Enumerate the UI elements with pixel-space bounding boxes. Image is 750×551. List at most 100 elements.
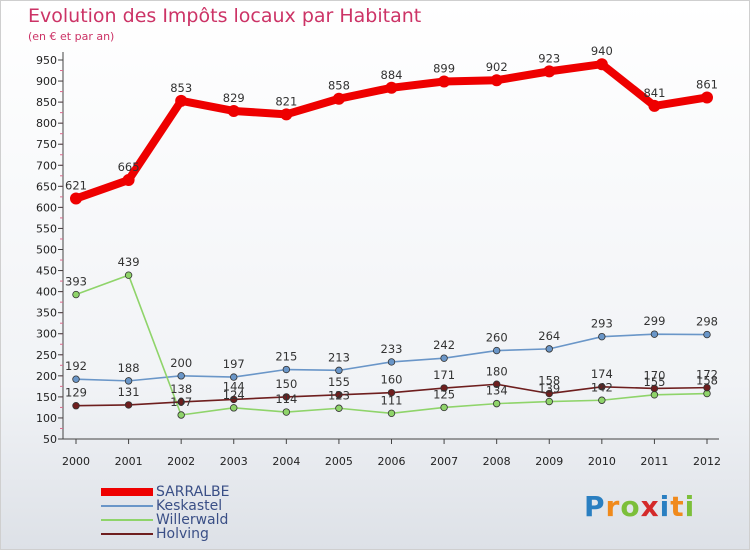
y-tick-label: 700 bbox=[36, 159, 57, 172]
legend-label-holving: Holving bbox=[156, 526, 209, 542]
legend-item-holving: Holving bbox=[101, 526, 321, 542]
data-point bbox=[595, 58, 608, 71]
y-tick-label: 400 bbox=[36, 286, 57, 299]
data-label: 393 bbox=[65, 275, 87, 289]
data-point bbox=[70, 192, 82, 205]
x-tick-label: 2001 bbox=[115, 455, 143, 468]
data-point bbox=[440, 354, 448, 362]
y-tick-label: 100 bbox=[36, 412, 57, 425]
data-point bbox=[648, 99, 661, 112]
data-label: 107 bbox=[170, 395, 192, 409]
data-label: 902 bbox=[486, 60, 508, 74]
data-label: 174 bbox=[591, 367, 613, 381]
data-point bbox=[387, 358, 396, 366]
data-label: 188 bbox=[118, 361, 140, 375]
data-label: 242 bbox=[433, 338, 455, 352]
x-tick-label: 2009 bbox=[535, 455, 563, 468]
y-tick-label: 950 bbox=[36, 54, 57, 67]
data-point bbox=[598, 332, 606, 341]
data-point bbox=[385, 81, 398, 94]
data-point bbox=[387, 388, 396, 397]
data-point bbox=[598, 396, 606, 404]
y-tick-label: 550 bbox=[36, 222, 57, 235]
proxiti-logo: Proxiti bbox=[584, 490, 695, 523]
x-tick-label: 2002 bbox=[167, 455, 195, 468]
data-point bbox=[545, 345, 553, 353]
data-point bbox=[335, 366, 343, 375]
data-label: 665 bbox=[118, 160, 140, 174]
data-point bbox=[124, 271, 133, 279]
data-label: 142 bbox=[591, 380, 613, 394]
y-tick-label: 450 bbox=[36, 265, 57, 278]
logo-letter: t bbox=[670, 490, 685, 523]
x-tick-label: 2011 bbox=[640, 455, 668, 468]
data-label: 299 bbox=[643, 314, 665, 328]
data-label: 139 bbox=[538, 382, 560, 396]
data-label: 134 bbox=[486, 384, 508, 398]
logo-letter: i bbox=[684, 490, 696, 523]
data-point bbox=[227, 104, 240, 117]
data-label: 144 bbox=[223, 379, 245, 393]
data-label: 821 bbox=[275, 94, 297, 108]
data-point bbox=[650, 330, 659, 338]
data-point bbox=[701, 91, 713, 104]
x-tick-label: 2010 bbox=[588, 455, 616, 468]
data-point bbox=[177, 411, 185, 419]
data-label: 861 bbox=[696, 77, 718, 91]
legend-item-willerwald: Willerwald bbox=[101, 512, 321, 528]
y-tick-label: 600 bbox=[36, 201, 57, 214]
data-label: 155 bbox=[643, 375, 665, 389]
data-label: 215 bbox=[275, 350, 297, 364]
data-label: 124 bbox=[223, 388, 245, 402]
y-tick-label: 150 bbox=[36, 391, 57, 404]
y-tick-label: 650 bbox=[36, 180, 57, 193]
data-point bbox=[545, 389, 553, 398]
y-tick-label: 250 bbox=[36, 349, 57, 362]
chart-subtitle: (en € et par an) bbox=[28, 30, 115, 43]
data-label: 114 bbox=[275, 392, 297, 406]
data-point bbox=[492, 399, 501, 408]
data-point bbox=[598, 383, 606, 391]
data-point bbox=[175, 94, 188, 107]
data-label: 260 bbox=[486, 331, 508, 345]
data-point bbox=[177, 372, 185, 380]
logo-letter: P bbox=[584, 490, 606, 523]
data-label: 853 bbox=[170, 81, 192, 95]
data-label: 884 bbox=[381, 68, 403, 82]
legend-swatch-keskastel bbox=[101, 505, 153, 507]
data-point bbox=[492, 346, 501, 355]
data-point bbox=[230, 373, 238, 381]
data-label: 940 bbox=[591, 44, 613, 58]
data-label: 138 bbox=[170, 382, 192, 396]
y-tick-label: 850 bbox=[36, 96, 57, 109]
data-point bbox=[703, 330, 711, 339]
logo-letter: o bbox=[620, 490, 641, 523]
data-label: 129 bbox=[65, 386, 87, 400]
x-tick-label: 2012 bbox=[693, 455, 721, 468]
data-point bbox=[703, 383, 711, 392]
data-label: 172 bbox=[696, 368, 718, 382]
legend-label-willerwald: Willerwald bbox=[156, 512, 229, 528]
logo-letter: x bbox=[640, 490, 660, 523]
data-point bbox=[124, 401, 133, 409]
data-point bbox=[543, 65, 556, 78]
data-label: 125 bbox=[433, 387, 455, 401]
data-point bbox=[650, 384, 659, 393]
data-label: 923 bbox=[538, 51, 560, 65]
data-label: 111 bbox=[381, 393, 403, 407]
data-point bbox=[230, 404, 238, 412]
legend-item-keskastel: Keskastel bbox=[101, 498, 321, 514]
data-label: 298 bbox=[696, 315, 718, 329]
data-point bbox=[124, 377, 133, 385]
data-point bbox=[335, 391, 343, 399]
data-label: 192 bbox=[65, 359, 87, 373]
data-label: 899 bbox=[433, 61, 455, 75]
x-tick-label: 2003 bbox=[220, 455, 248, 468]
data-point bbox=[492, 380, 501, 388]
legend-label-sarralbe: SARRALBE bbox=[156, 484, 230, 500]
y-tick-label: 800 bbox=[36, 117, 57, 130]
data-label: 439 bbox=[118, 255, 140, 269]
data-point bbox=[230, 395, 238, 404]
